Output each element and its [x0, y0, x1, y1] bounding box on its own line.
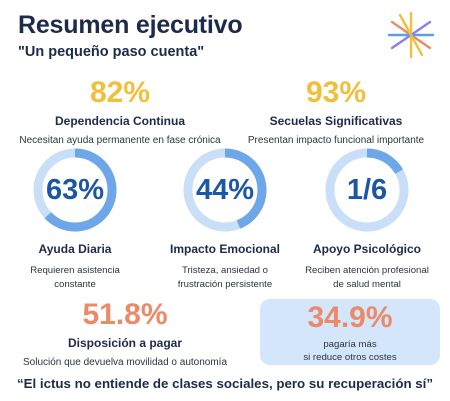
highlight-description: pagaría más si reduce otros costes — [303, 339, 397, 364]
ring-label: Ayuda Diaria — [38, 242, 112, 256]
stat-description: Presentan impacto funcional importante — [247, 135, 425, 146]
ring-caption-impacto: Impacto Emocional Tristeza, ansiedad o fr… — [150, 242, 300, 292]
stat-value: 93% — [305, 76, 367, 109]
stat-value: 82% — [89, 76, 151, 109]
asterisk-logo-icon — [387, 11, 435, 59]
ring-label: Impacto Emocional — [169, 242, 281, 256]
stat-dependencia: 82% Dependencia Continua Necesitan ayuda… — [10, 78, 230, 148]
ring-description: Tristeza, ansiedad o frustración persiste… — [177, 265, 273, 290]
page-title: Resumen ejecutivo — [18, 11, 243, 39]
stat-label: Dependencia Continua — [54, 114, 185, 128]
ring-impacto-emocional: 44% — [180, 145, 270, 235]
closing-quote: “El ictus no entiende de clases sociales… — [16, 376, 434, 391]
ring-apoyo-psicologico: 1/6 — [322, 145, 412, 235]
ring-caption-apoyo: Apoyo Psicológico Reciben atención profe… — [292, 242, 442, 292]
ring-value: 63% — [45, 173, 105, 206]
ring-label: Apoyo Psicológico — [312, 242, 421, 256]
stat-label: Secuelas Significativas — [269, 114, 403, 128]
ring-progress — [33, 148, 117, 232]
stat-disposicion: 51.8% Disposición a pagar Solución que d… — [10, 300, 240, 370]
ring-description: Requieren asistencia constante — [30, 265, 120, 290]
highlight-value: 34.9% — [307, 301, 393, 334]
highlight-card: 34.9% pagaría más si reduce otros costes — [260, 299, 440, 365]
stat-description: Solución que devuelva movilidad o autono… — [22, 357, 228, 368]
ring-progress — [183, 148, 267, 232]
ring-value: 44% — [195, 173, 255, 206]
stat-description: Necesitan ayuda permanente en fase cróni… — [19, 135, 221, 146]
ring-ayuda-diaria: 63% — [30, 145, 120, 235]
stat-value: 51.8% — [82, 298, 168, 331]
page-subtitle: "Un pequeño paso cuenta" — [18, 44, 205, 60]
ring-progress — [325, 148, 409, 232]
stat-secuelas: 93% Secuelas Significativas Presentan im… — [226, 78, 446, 148]
ring-caption-ayuda: Ayuda Diaria Requieren asistencia constan… — [0, 242, 150, 292]
ring-description: Reciben atención profesional de salud men… — [305, 265, 429, 290]
ring-value: 1/6 — [346, 173, 388, 206]
stat-label: Disposición a pagar — [67, 336, 183, 350]
